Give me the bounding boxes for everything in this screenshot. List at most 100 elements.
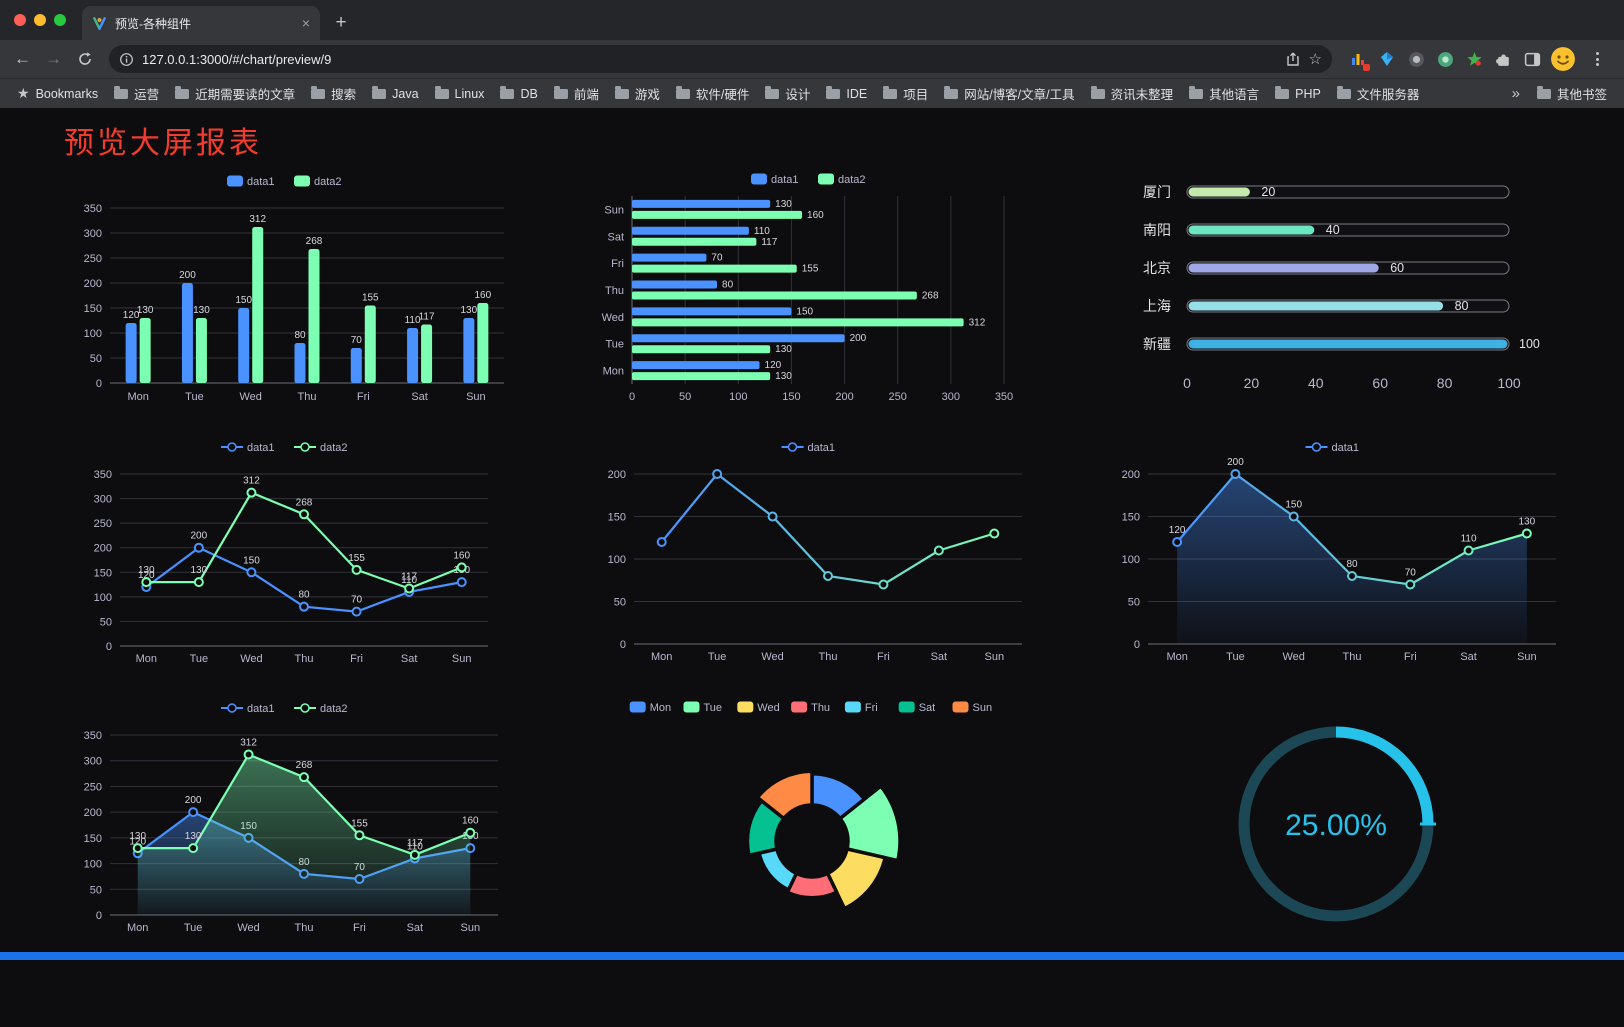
chart-rose-doughnut[interactable]: Mon Tue Wed Thu Fri Sat Sun [602, 693, 1022, 960]
tab-close-icon[interactable]: × [301, 15, 310, 31]
bookmarks-bar: ★ Bookmarks 运营 近期需要读的文章 搜索 Java Linux DB… [0, 78, 1624, 108]
svg-text:Sat: Sat [919, 702, 936, 714]
svg-text:南阳: 南阳 [1143, 222, 1171, 238]
bookmark-label: 网站/博客/文章/工具 [964, 88, 1075, 102]
browser-tab[interactable]: 预览-各种组件 × [82, 6, 320, 40]
reload-icon[interactable] [70, 45, 99, 74]
bookmark-folder[interactable]: Java [367, 84, 423, 104]
svg-text:150: 150 [243, 555, 260, 566]
svg-text:117: 117 [407, 838, 423, 849]
bookmarks-manager-item[interactable]: ★ Bookmarks [12, 82, 103, 105]
bookmark-folder[interactable]: PHP [1270, 84, 1326, 104]
chart-gauge-ring[interactable]: 25.00% [1166, 693, 1506, 956]
fullscreen-window-button[interactable] [54, 14, 66, 26]
bookmark-folder[interactable]: 文件服务器 [1332, 81, 1425, 106]
svg-text:160: 160 [475, 290, 492, 301]
svg-text:20: 20 [1261, 185, 1275, 199]
minimize-window-button[interactable] [34, 14, 46, 26]
svg-text:268: 268 [296, 497, 313, 508]
chart-progress-bars[interactable]: 厦门 20 南阳 40 北京 60 上海 80 新疆 100 0 20 40 60 80 100 [1111, 166, 1561, 423]
chart-line-gradient[interactable]: 0 50 100 150 200 Mon Tue Wed Thu Fri Sat Sun data1 [582, 432, 1042, 685]
svg-text:312: 312 [240, 738, 257, 749]
bookmark-folder[interactable]: 设计 [760, 81, 815, 106]
extension-vue-devtools-icon[interactable] [1377, 49, 1397, 69]
extension-chart-icon[interactable] [1348, 49, 1370, 71]
bookmark-folder[interactable]: 项目 [878, 81, 933, 106]
bookmarks-overflow-button[interactable]: » [1511, 85, 1520, 102]
svg-text:350: 350 [84, 730, 102, 742]
svg-text:150: 150 [1285, 500, 1302, 511]
chart-bar-vertical[interactable]: 0 50 100 150 200 250 300 350 Mon Tue Wed Thu Fri Sat S… [58, 166, 518, 426]
other-bookmarks-folder[interactable]: 其他书签 [1532, 81, 1612, 106]
svg-text:130: 130 [129, 831, 146, 842]
svg-text:Thu: Thu [605, 285, 624, 297]
extensions-puzzle-icon[interactable] [1493, 49, 1513, 69]
page-title: 预览大屏报表 [64, 127, 262, 160]
bookmark-folder[interactable]: 游戏 [610, 81, 665, 106]
site-info-icon[interactable] [119, 52, 134, 67]
svg-text:110: 110 [407, 841, 423, 852]
svg-text:200: 200 [1227, 457, 1244, 468]
extension-gray-circle-icon[interactable] [1406, 49, 1426, 69]
chart-area-single[interactable]: 0 50 100 150 200 Mon Tue Wed Thu Fri Sat Sun 120 200 1… [1096, 432, 1576, 685]
svg-text:312: 312 [969, 317, 986, 328]
svg-text:Mon: Mon [127, 922, 148, 934]
svg-text:Sun: Sun [973, 702, 993, 714]
svg-text:Wed: Wed [757, 702, 779, 714]
svg-text:0: 0 [1134, 639, 1140, 651]
back-icon[interactable]: ← [14, 49, 31, 68]
bookmark-label: Linux [454, 86, 485, 101]
svg-text:Mon: Mon [651, 651, 672, 663]
svg-text:data1: data1 [247, 442, 275, 454]
extension-green-star-icon[interactable] [1464, 49, 1484, 69]
svg-text:data2: data2 [838, 174, 866, 186]
svg-text:Fri: Fri [1404, 651, 1417, 663]
bookmark-folder[interactable]: 网站/博客/文章/工具 [939, 81, 1079, 106]
svg-text:150: 150 [796, 306, 813, 317]
svg-text:50: 50 [679, 391, 691, 403]
svg-text:80: 80 [294, 330, 306, 341]
extension-green-circle-icon[interactable] [1435, 49, 1455, 69]
bookmark-folder[interactable]: 运营 [109, 81, 164, 106]
svg-text:Wed: Wed [1283, 651, 1305, 663]
bookmark-folder[interactable]: 其他语言 [1184, 81, 1264, 106]
bookmark-label: Bookmarks [35, 86, 99, 101]
bookmark-folder[interactable]: 软件/硬件 [671, 81, 754, 106]
menu-kebab-icon[interactable] [1584, 46, 1610, 72]
svg-text:Sun: Sun [984, 651, 1004, 663]
svg-text:150: 150 [235, 295, 252, 306]
bookmark-folder[interactable]: 资讯未整理 [1086, 81, 1179, 106]
svg-text:Sat: Sat [407, 922, 424, 934]
svg-text:新疆: 新疆 [1143, 336, 1171, 352]
tab-title: 预览-各种组件 [115, 16, 191, 31]
svg-text:130: 130 [1519, 517, 1536, 528]
green-star-glyph [1466, 51, 1482, 66]
svg-text:80: 80 [298, 590, 310, 601]
address-bar[interactable]: 127.0.0.1:3000/#/chart/preview/9 ☆ [109, 45, 1332, 73]
new-tab-button[interactable]: + [335, 12, 347, 33]
chart-area-two-series[interactable]: 0 50 100 150 200 250 300 350 Mon Tue Wed Thu Fri Sat S… [58, 693, 518, 956]
bookmark-folder[interactable]: IDE [821, 84, 872, 104]
svg-text:350: 350 [84, 203, 102, 215]
side-panel-icon[interactable] [1522, 49, 1542, 69]
bookmark-folder[interactable]: 近期需要读的文章 [170, 81, 300, 106]
bookmark-folder[interactable]: Linux [430, 84, 490, 104]
forward-icon[interactable]: → [45, 49, 62, 68]
svg-text:0: 0 [96, 910, 102, 922]
close-window-button[interactable] [14, 14, 26, 26]
profile-avatar[interactable] [1551, 47, 1575, 71]
bookmark-folder[interactable]: 前端 [549, 81, 604, 106]
url-text[interactable]: 127.0.0.1:3000/#/chart/preview/9 [142, 51, 332, 67]
svg-text:160: 160 [453, 550, 470, 561]
share-icon[interactable] [1285, 51, 1301, 67]
bookmark-label: 游戏 [634, 88, 660, 102]
svg-text:data2: data2 [320, 703, 348, 715]
bookmark-folder[interactable]: DB [495, 84, 542, 104]
svg-text:data1: data1 [771, 174, 799, 186]
bottom-accent-strip [0, 952, 1624, 960]
bookmark-folder[interactable]: 搜索 [306, 81, 361, 106]
chart-line-two-series[interactable]: 0 50 100 150 200 250 300 350 Mon Tue Wed Thu Fri Sat S… [68, 432, 508, 687]
bookmark-star-icon[interactable]: ☆ [1308, 51, 1322, 68]
chart-bar-horizontal[interactable]: 0 50 100 150 200 250 300 350 Mon Tue Wed Thu Fri Sat S… [572, 166, 1052, 423]
svg-text:268: 268 [306, 236, 323, 247]
